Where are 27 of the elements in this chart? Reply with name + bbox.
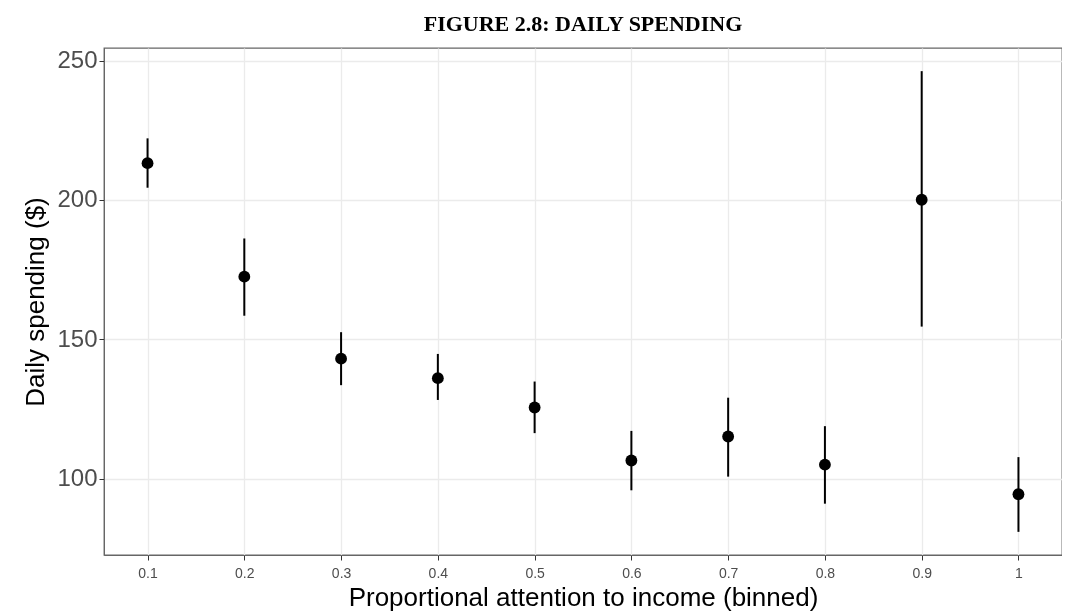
y-tick-label: 100: [57, 464, 98, 492]
x-tick-label: 0.9: [912, 564, 933, 581]
chart-title: FIGURE 2.8: DAILY SPENDING: [423, 11, 743, 36]
x-tick-label: 1: [1015, 564, 1024, 581]
point: [819, 458, 831, 471]
point: [141, 157, 154, 170]
point: [431, 372, 444, 385]
point: [335, 352, 347, 365]
x-tick-label: 0.8: [815, 564, 836, 581]
x-tick-label: 0.6: [622, 564, 642, 581]
point: [528, 401, 541, 414]
x-tick-label: 0.1: [138, 564, 158, 581]
point: [915, 193, 928, 206]
x-tick-label: 0.2: [235, 564, 255, 581]
point: [722, 430, 735, 443]
point: [238, 270, 251, 283]
y-tick-label: 150: [57, 324, 98, 352]
point: [1012, 488, 1025, 501]
x-tick-label: 0.3: [331, 564, 352, 581]
x-tick-label: 0.4: [428, 564, 449, 581]
y-tick-label: 200: [57, 185, 98, 213]
x-tick-label: 0.7: [718, 564, 739, 581]
y-axis-title: Daily spending ($): [20, 197, 51, 407]
x-tick-label: 0.5: [525, 564, 546, 581]
point: [625, 454, 638, 467]
x-axis-title: Proportional attention to income (binned): [348, 581, 819, 612]
y-tick-label: 250: [57, 46, 98, 74]
